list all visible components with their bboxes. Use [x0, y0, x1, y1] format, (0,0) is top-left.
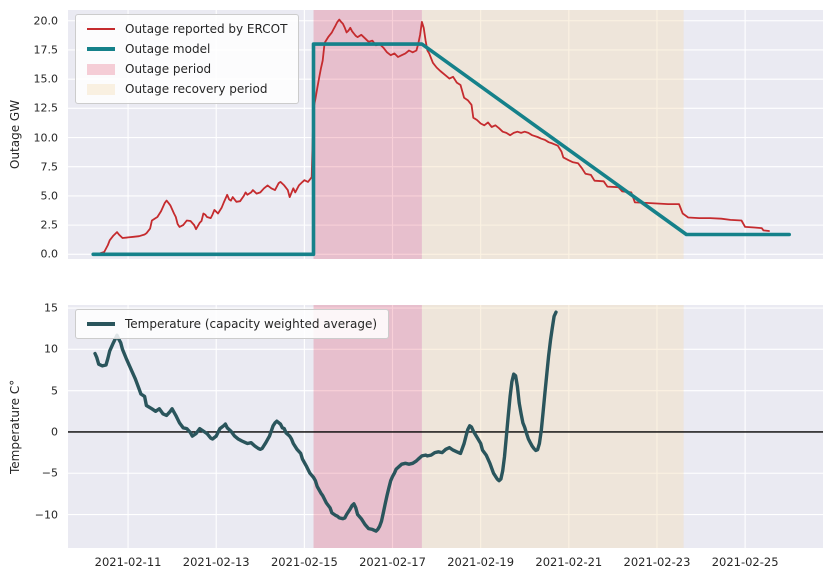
temperature-capacity-weighted-line: [93, 310, 558, 533]
x-tick-label: 2021-02-25: [711, 555, 779, 569]
legend-patch-swatch: [87, 83, 115, 95]
legend-item: Outage period: [87, 62, 287, 76]
x-tick-label: 2021-02-13: [182, 555, 250, 569]
legend-line-swatch: [87, 28, 115, 30]
temperature-chart-canvas: [68, 305, 823, 548]
x-tick-label: 2021-02-15: [270, 555, 338, 569]
outage-recovery-period-band: [421, 305, 684, 548]
outage-y-axis-label: Outage GW: [8, 99, 22, 170]
legend-line-swatch: [87, 322, 115, 326]
temperature-legend: Temperature (capacity weighted average): [75, 309, 390, 339]
temperature-y-axis-label: Temperature C°: [8, 379, 22, 474]
plot-background: [68, 305, 823, 548]
legend-label: Outage period: [125, 62, 212, 76]
legend-item: Temperature (capacity weighted average): [87, 317, 377, 331]
legend-item: Outage reported by ERCOT: [87, 22, 287, 36]
x-tick-label: 2021-02-17: [359, 555, 426, 569]
outage-period-band: [313, 10, 422, 259]
x-tick-label: 2021-02-11: [94, 555, 162, 569]
outage-reported-by-ercot-line: [92, 18, 770, 256]
legend-label: Outage model: [125, 42, 211, 56]
legend-label: Outage recovery period: [125, 82, 268, 96]
temperature-plot-area: Temperature (capacity weighted average): [68, 305, 823, 548]
legend-patch-swatch: [87, 63, 115, 75]
x-tick-label: 2021-02-23: [623, 555, 691, 569]
x-tick-label: 2021-02-19: [447, 555, 515, 569]
outage-model-line: [91, 42, 792, 257]
legend-label: Temperature (capacity weighted average): [125, 317, 378, 331]
outage-recovery-period-band: [421, 10, 684, 259]
x-tick-label: 2021-02-21: [535, 555, 603, 569]
outage-plot-area: Outage reported by ERCOT Outage model Outa…: [68, 10, 823, 259]
outage-legend: Outage reported by ERCOT Outage model Outa…: [75, 14, 300, 104]
legend-label: Outage reported by ERCOT: [125, 22, 288, 36]
legend-item: Outage model: [87, 42, 287, 56]
legend-line-swatch: [87, 47, 115, 51]
outage-chart-canvas: [68, 10, 823, 259]
legend-item: Outage recovery period: [87, 82, 287, 96]
